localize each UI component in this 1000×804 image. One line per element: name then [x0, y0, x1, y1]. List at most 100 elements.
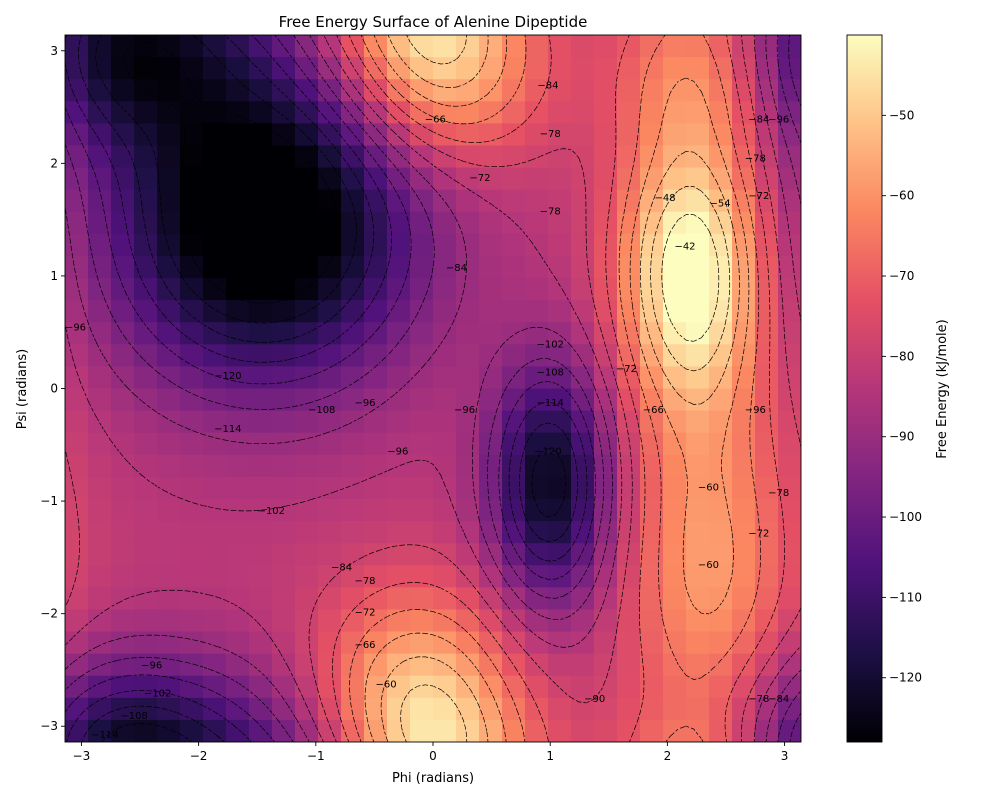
heatmap-cell: [65, 233, 89, 257]
heatmap-cell: [318, 521, 342, 544]
heatmap-cell: [226, 675, 250, 699]
heatmap-cell: [502, 498, 526, 522]
heatmap-cell: [456, 697, 480, 721]
heatmap-cell: [502, 609, 526, 633]
heatmap-cell: [387, 322, 411, 345]
heatmap-cell: [318, 366, 342, 390]
heatmap-cell: [410, 609, 434, 633]
heatmap-cell: [226, 366, 250, 390]
heatmap-cell: [272, 521, 296, 544]
heatmap-cell: [203, 255, 227, 279]
contour-line: [65, 35, 801, 742]
heatmap-cell: [525, 388, 549, 412]
contour-line: [331, 35, 785, 742]
heatmap-cell: [295, 609, 319, 633]
heatmap-cell: [249, 631, 273, 655]
heatmap-cell: [134, 653, 158, 677]
heatmap-cell: [65, 255, 89, 279]
heatmap-cell: [134, 498, 158, 522]
contour-label: −108: [308, 405, 335, 416]
heatmap-cell: [295, 255, 319, 279]
heatmap-cell: [778, 211, 801, 235]
heatmap-cell: [134, 278, 158, 301]
heatmap-cell: [571, 278, 595, 301]
heatmap-cell: [709, 233, 733, 257]
heatmap-cell: [709, 145, 733, 169]
heatmap-cell: [249, 344, 273, 367]
heatmap-cell: [594, 432, 618, 456]
heatmap-cell: [134, 675, 158, 699]
heatmap-cell: [341, 167, 365, 191]
heatmap-cell: [663, 278, 687, 301]
heatmap-cell: [525, 145, 549, 169]
heatmap-cell: [732, 344, 756, 367]
heatmap-cell: [226, 410, 250, 434]
heatmap-cell: [778, 322, 801, 345]
heatmap-cell: [203, 79, 227, 102]
heatmap-cell: [640, 432, 664, 456]
heatmap-cell: [272, 300, 296, 323]
heatmap-cell: [65, 609, 89, 633]
heatmap-cell: [364, 609, 388, 633]
heatmap-cell: [640, 631, 664, 655]
heatmap-cell: [525, 653, 549, 677]
heatmap-cell: [203, 123, 227, 147]
contour-label: −84: [537, 81, 558, 92]
contour-line: [661, 214, 720, 342]
y-tick-label: −2: [40, 607, 58, 621]
heatmap-cell: [341, 233, 365, 257]
heatmap-cell: [180, 653, 204, 677]
y-tick-label: 1: [50, 269, 58, 283]
heatmap-cell: [433, 498, 457, 522]
heatmap-cell: [364, 476, 388, 500]
heatmap-cell: [88, 300, 112, 323]
heatmap-cell: [341, 322, 365, 345]
heatmap-cell: [88, 189, 112, 213]
heatmap-cell: [272, 101, 296, 124]
heatmap-cell: [157, 498, 181, 522]
heatmap-cell: [617, 255, 641, 279]
heatmap-cell: [548, 322, 572, 345]
heatmap-cell: [226, 454, 250, 478]
heatmap-cell: [755, 233, 779, 257]
heatmap-cell: [663, 432, 687, 456]
heatmap-cell: [548, 344, 572, 367]
heatmap-cell: [318, 255, 342, 279]
heatmap-cell: [663, 631, 687, 655]
heatmap-cell: [318, 233, 342, 257]
heatmap-cell: [502, 543, 526, 566]
heatmap-cell: [226, 79, 250, 102]
heatmap-cell: [755, 653, 779, 677]
heatmap-cell: [134, 167, 158, 191]
heatmap-cell: [548, 300, 572, 323]
heatmap-cell: [617, 167, 641, 191]
contour-label: −96: [141, 660, 162, 671]
heatmap-cell: [203, 57, 227, 80]
heatmap-cell: [111, 653, 135, 677]
contour-label: −114: [536, 398, 563, 409]
heatmap-cell: [663, 322, 687, 345]
heatmap-cell: [295, 366, 319, 390]
heatmap-cell: [272, 167, 296, 191]
heatmap-cell: [456, 57, 480, 80]
heatmap-cell: [686, 211, 710, 235]
heatmap-cell: [157, 719, 181, 742]
heatmap-cell: [203, 167, 227, 191]
heatmap-cell: [433, 278, 457, 301]
heatmap-cell: [594, 211, 618, 235]
heatmap-cell: [755, 57, 779, 80]
heatmap-cell: [111, 35, 135, 58]
x-axis-label: Phi (radians): [392, 771, 474, 786]
heatmap-cell: [364, 653, 388, 677]
heatmap-cell: [203, 145, 227, 169]
heatmap-cell: [502, 300, 526, 323]
heatmap-cell: [134, 476, 158, 500]
heatmap-cell: [341, 35, 365, 58]
y-tick-label: −3: [40, 719, 58, 733]
heatmap-cell: [640, 543, 664, 566]
heatmap-cell: [364, 123, 388, 147]
heatmap-cell: [548, 366, 572, 390]
heatmap-cell: [617, 123, 641, 147]
heatmap-cell: [456, 300, 480, 323]
heatmap-cell: [226, 278, 250, 301]
